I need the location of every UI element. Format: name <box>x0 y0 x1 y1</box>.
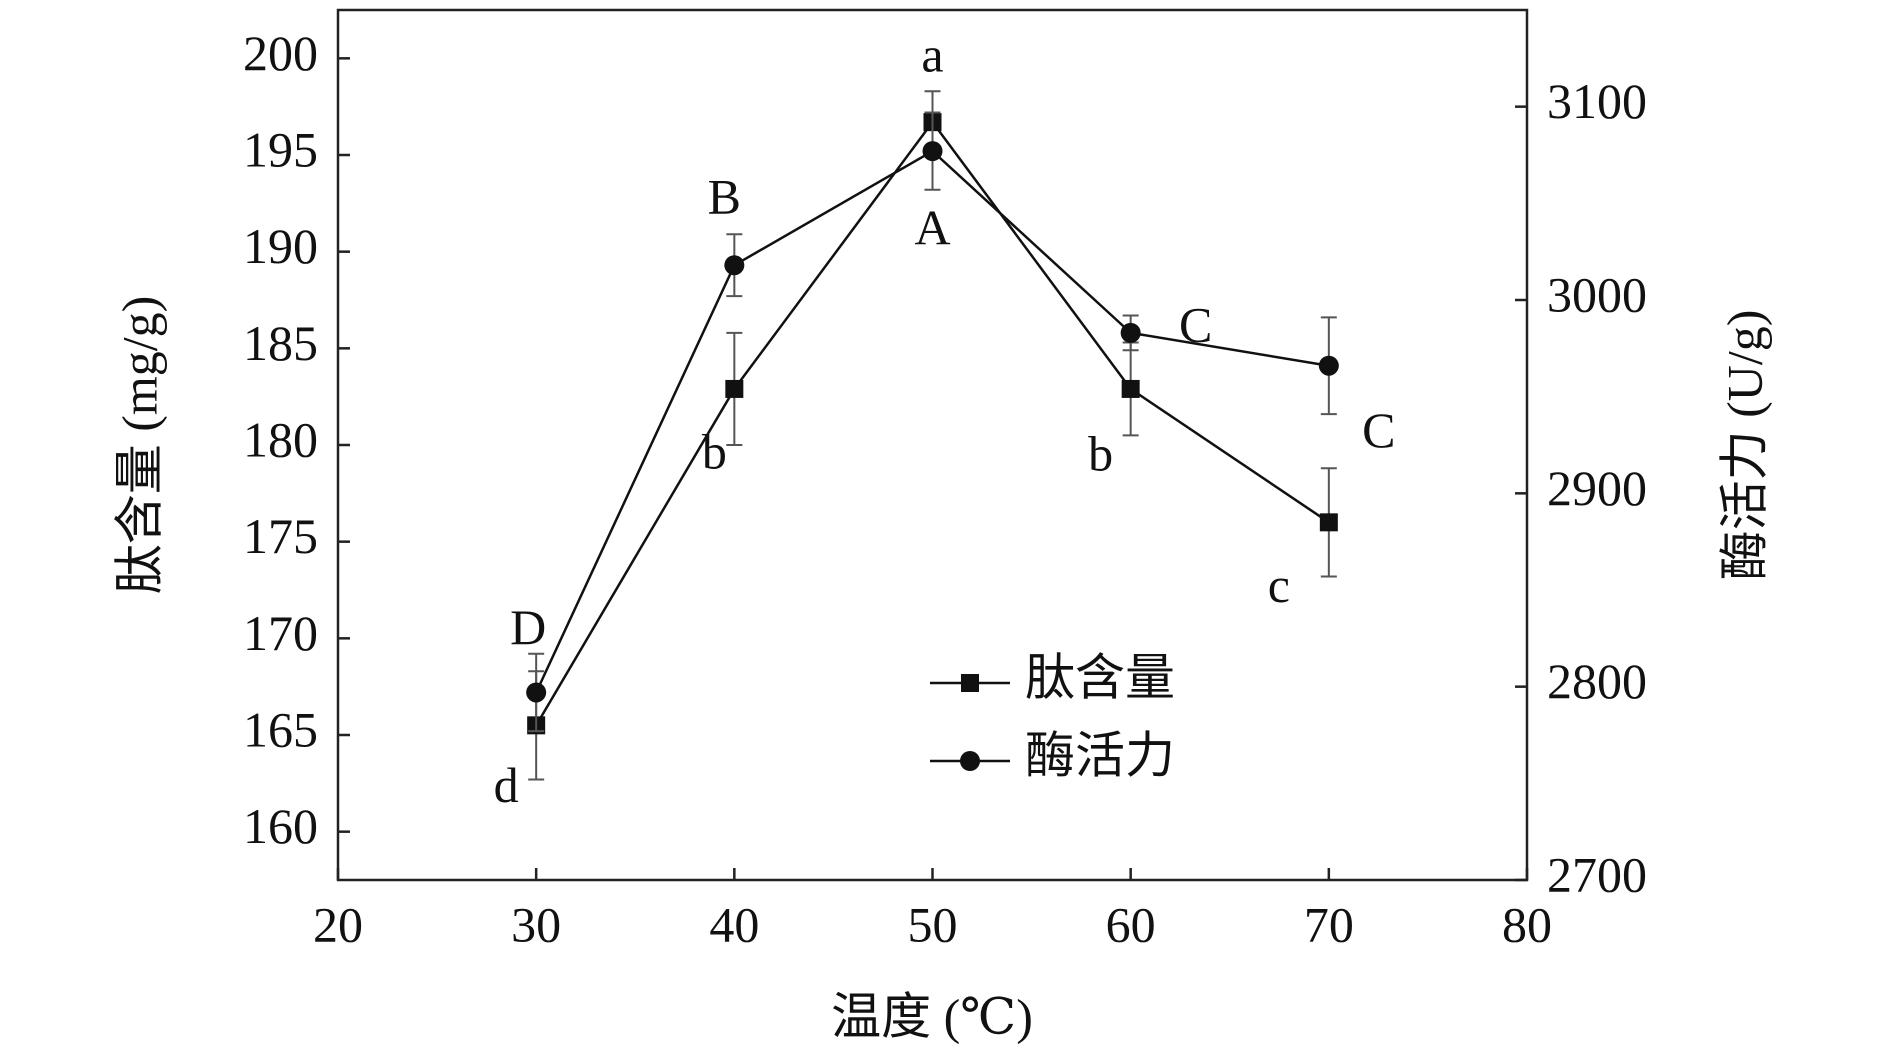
significance-letter: b <box>1088 425 1113 481</box>
y2-tick-label: 2700 <box>1547 846 1647 902</box>
significance-letter: a <box>921 27 943 83</box>
significance-letter: C <box>1362 402 1395 458</box>
data-point <box>724 255 745 276</box>
significance-letter: D <box>510 599 546 655</box>
x-tick-label: 70 <box>1304 896 1354 952</box>
y-tick-label: 175 <box>243 508 318 564</box>
y2-tick-label: 2800 <box>1547 653 1647 709</box>
x-tick-label: 20 <box>313 896 363 952</box>
legend-label: 酶活力 <box>1025 727 1175 783</box>
data-point <box>1121 379 1140 398</box>
y-tick-label: 180 <box>243 411 318 467</box>
legend-marker <box>961 674 979 692</box>
y2-tick-label: 3000 <box>1547 266 1647 322</box>
x-axis-label: 温度 (℃) <box>831 988 1033 1044</box>
legend-label: 肽含量 <box>1025 649 1175 705</box>
data-point <box>922 141 943 162</box>
x-tick-label: 40 <box>709 896 759 952</box>
significance-letter: b <box>702 423 727 479</box>
y-tick-label: 165 <box>243 701 318 757</box>
y-axis-label: 肽含量 (mg/g) <box>111 296 167 595</box>
significance-letter: c <box>1268 557 1290 613</box>
y-tick-label: 170 <box>243 605 318 661</box>
y-tick-label: 185 <box>243 315 318 371</box>
significance-letter: A <box>914 200 950 256</box>
significance-letter: d <box>494 757 519 813</box>
x-tick-label: 50 <box>908 896 958 952</box>
x-tick-label: 30 <box>511 896 561 952</box>
y2-axis-label: 酶活力 (U/g) <box>1716 310 1772 581</box>
y-tick-label: 160 <box>243 798 318 854</box>
data-point <box>526 682 547 703</box>
y-tick-label: 195 <box>243 121 318 177</box>
data-point <box>725 379 744 398</box>
x-tick-label: 60 <box>1106 896 1156 952</box>
legend-marker <box>960 751 980 771</box>
data-point <box>1120 322 1141 343</box>
y2-tick-label: 2900 <box>1547 460 1647 516</box>
y-tick-label: 200 <box>243 25 318 81</box>
y-tick-label: 190 <box>243 218 318 274</box>
significance-letter: C <box>1179 296 1212 352</box>
data-point <box>1319 513 1338 532</box>
y2-tick-label: 3100 <box>1547 73 1647 129</box>
data-point <box>1318 355 1339 376</box>
significance-letter: B <box>708 169 741 225</box>
x-tick-label: 80 <box>1502 896 1552 952</box>
